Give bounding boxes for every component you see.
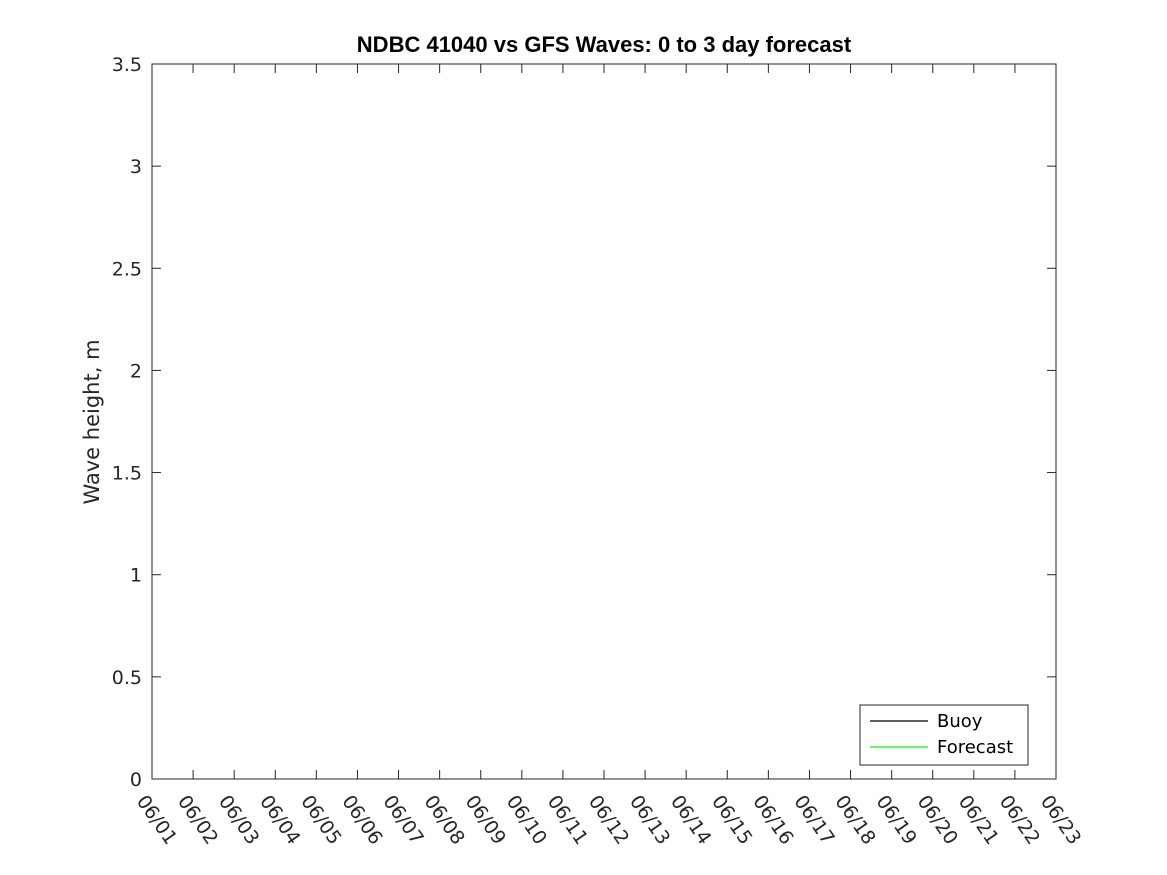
y-tick-label-2: 1 [130, 565, 142, 587]
x-tick-label-2: 06/03 [214, 791, 263, 848]
legend: Buoy Forecast [859, 704, 1029, 766]
x-tick-label-22: 06/23 [1036, 791, 1085, 848]
x-tick-label-18: 06/19 [872, 791, 921, 848]
y-tick-label-1: 0.5 [112, 667, 142, 689]
y-tick-label-5: 2.5 [112, 258, 142, 280]
x-tick-label-15: 06/16 [748, 791, 797, 848]
x-tick-label-21: 06/22 [995, 791, 1044, 848]
x-tick-label-6: 06/07 [378, 791, 427, 848]
x-tick-label-7: 06/08 [420, 791, 469, 848]
x-tick-label-17: 06/18 [830, 791, 879, 848]
y-tick-label-6: 3 [130, 156, 142, 178]
x-tick-label-14: 06/15 [707, 791, 756, 848]
legend-label-0: Buoy [937, 711, 983, 732]
x-tick-label-0: 06/01 [132, 791, 181, 848]
x-tick-label-10: 06/11 [543, 791, 592, 848]
legend-label-1: Forecast [937, 737, 1013, 758]
y-tick-label-3: 1.5 [112, 463, 142, 485]
legend-box [859, 704, 1029, 766]
x-tick-label-19: 06/20 [913, 791, 962, 848]
plot-frame [151, 63, 1057, 780]
y-tick-label-7: 3.5 [112, 54, 142, 76]
x-tick-label-8: 06/09 [461, 791, 510, 848]
y-tick-label-4: 2 [130, 360, 142, 382]
x-tick-label-4: 06/05 [296, 791, 345, 848]
x-tick-label-1: 06/02 [173, 791, 222, 848]
x-tick-label-5: 06/06 [337, 791, 386, 848]
x-tick-label-9: 06/10 [502, 791, 551, 848]
x-tick-label-12: 06/13 [625, 791, 674, 848]
x-tick-label-20: 06/21 [954, 791, 1003, 848]
x-tick-label-3: 06/04 [255, 791, 304, 848]
x-tick-label-11: 06/12 [584, 791, 633, 848]
y-axis-label: Wave height, m [80, 339, 104, 504]
x-tick-label-16: 06/17 [789, 791, 838, 848]
y-tick-label-0: 0 [130, 769, 142, 791]
chart-title: NDBC 41040 vs GFS Waves: 0 to 3 day fore… [357, 32, 852, 57]
x-tick-label-13: 06/14 [666, 791, 715, 848]
